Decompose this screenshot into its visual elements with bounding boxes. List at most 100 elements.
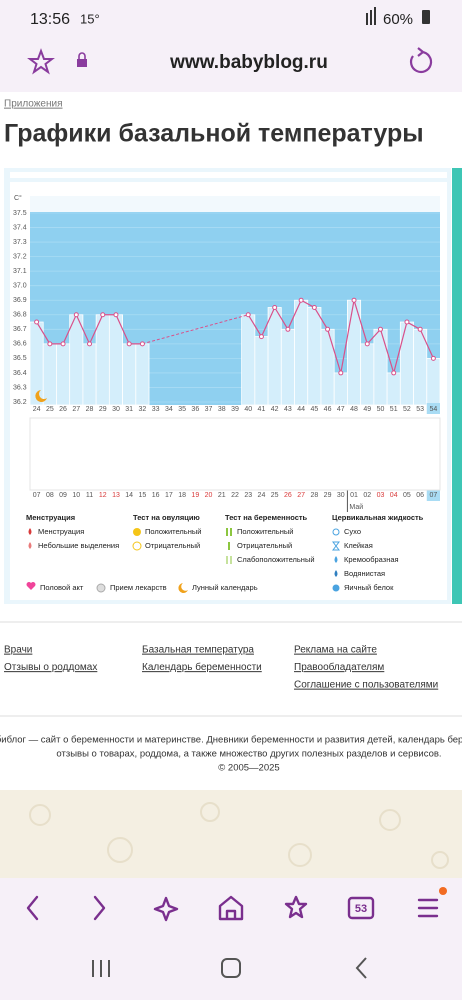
temp-point [258, 334, 264, 340]
temp-point [377, 326, 383, 332]
date: 02 [363, 492, 371, 499]
y-tick-label: 36.6 [13, 341, 27, 348]
bookmarks[interactable] [284, 895, 308, 919]
legend-item: Положительный [145, 527, 201, 536]
ai-button[interactable] [153, 896, 179, 922]
date: 22 [231, 492, 239, 499]
y-tick-label: 37.1 [13, 268, 27, 275]
side-strip [452, 168, 462, 604]
temp-column [122, 343, 137, 406]
breadcrumb[interactable]: Приложения [4, 99, 63, 110]
cycle-day: 24 [33, 406, 41, 413]
temp-column [320, 328, 335, 406]
legend-item: Яичный белок [344, 583, 394, 592]
temp-column [254, 336, 269, 406]
legend-item: Прием лекарств [110, 583, 167, 592]
y-tick-label: 36.9 [13, 297, 27, 304]
battery: 60% [383, 11, 413, 28]
date: 14 [125, 492, 133, 499]
cycle-day: 35 [178, 406, 186, 413]
y-tick-label: 37.5 [13, 210, 27, 217]
tabs-count[interactable]: 53 [355, 903, 367, 915]
legend-item: Половой акт [40, 583, 84, 592]
legend-item: Менструация [38, 527, 84, 536]
tabs[interactable] [347, 896, 375, 920]
legend-icon [228, 542, 230, 550]
temp-point [113, 312, 119, 318]
temp-point [391, 370, 397, 376]
temp-column [135, 343, 150, 406]
temp-point [404, 319, 410, 325]
menu[interactable] [417, 898, 439, 918]
date: 18 [178, 492, 186, 499]
cycle-day: 45 [310, 406, 318, 413]
legend-title: Тест на беременность [225, 513, 308, 522]
temp-point [298, 297, 304, 303]
date: 12 [99, 492, 107, 499]
legend-item: Отрицательный [237, 541, 292, 550]
date: 25 [271, 492, 279, 499]
y-tick-label: 37.3 [13, 239, 27, 246]
legend-item: Водянистая [344, 569, 385, 578]
date: 09 [59, 492, 67, 499]
date: 13 [112, 492, 120, 499]
recents[interactable] [92, 960, 110, 977]
scroll-track [10, 172, 447, 178]
back[interactable] [26, 895, 39, 921]
legend-item: Отрицательный [145, 541, 200, 550]
temp-column [69, 314, 84, 406]
month-label: Май [349, 503, 363, 511]
temp-column [294, 299, 309, 406]
footer-link[interactable]: Отзывы о роддомах [4, 662, 97, 673]
footer-link[interactable]: Базальная температура [142, 645, 254, 656]
cycle-day: 29 [99, 406, 107, 413]
temp-point [47, 341, 53, 347]
legend-item: Слабоположительный [237, 555, 315, 564]
legend: Менструация Менструация Небольшие выделени… [26, 513, 424, 593]
pattern-band [0, 790, 462, 878]
reload[interactable] [409, 47, 433, 73]
cycle-day: 51 [390, 406, 398, 413]
cycle-day: 34 [165, 406, 173, 413]
cycle-day: 38 [218, 406, 226, 413]
cycle-day: 26 [59, 406, 67, 413]
temp-point [126, 341, 132, 347]
legend-title: Цервикальная жидкость [332, 513, 424, 522]
legend-icon [334, 570, 338, 577]
home[interactable] [218, 895, 244, 921]
footer-link[interactable]: Реклама на сайте [294, 645, 377, 656]
temp-point [417, 326, 423, 332]
bookmark-star[interactable] [27, 48, 55, 75]
legend-icon [132, 541, 142, 551]
cycle-day: 54 [429, 406, 437, 413]
cycle-day: 36 [191, 406, 199, 413]
about-text: отзывы о товарах, роддома, а также множе… [56, 749, 441, 760]
pattern [29, 802, 449, 869]
system-back[interactable] [355, 957, 367, 979]
temp-column [108, 314, 123, 406]
cycle-day: 47 [337, 406, 345, 413]
url[interactable]: www.babyblog.ru [169, 52, 328, 73]
legend-icon [332, 528, 340, 536]
footer-link[interactable]: Календарь беременности [142, 661, 262, 673]
cycle-day: 37 [205, 406, 213, 413]
y-tick-label: 36.4 [13, 370, 27, 377]
footer-link[interactable]: Правообладателям [294, 661, 384, 673]
legend-icon [178, 583, 188, 593]
legend-title: Тест на овуляцию [133, 513, 200, 522]
footer-link[interactable]: Соглашение с пользователями [294, 680, 438, 691]
cycle-day: 44 [297, 406, 305, 413]
date: 07 [33, 492, 41, 499]
forward[interactable] [93, 895, 106, 921]
cycle-day: 43 [284, 406, 292, 413]
cycle-day: 41 [258, 406, 266, 413]
home-button[interactable] [221, 958, 241, 978]
footer-link[interactable]: Врачи [4, 645, 32, 656]
cycle-day: 46 [324, 406, 332, 413]
clock: 13:56 [30, 11, 70, 28]
events-area [29, 417, 441, 491]
cycle-day: 40 [244, 406, 252, 413]
plot-header [30, 196, 440, 212]
date: 19 [191, 492, 199, 499]
